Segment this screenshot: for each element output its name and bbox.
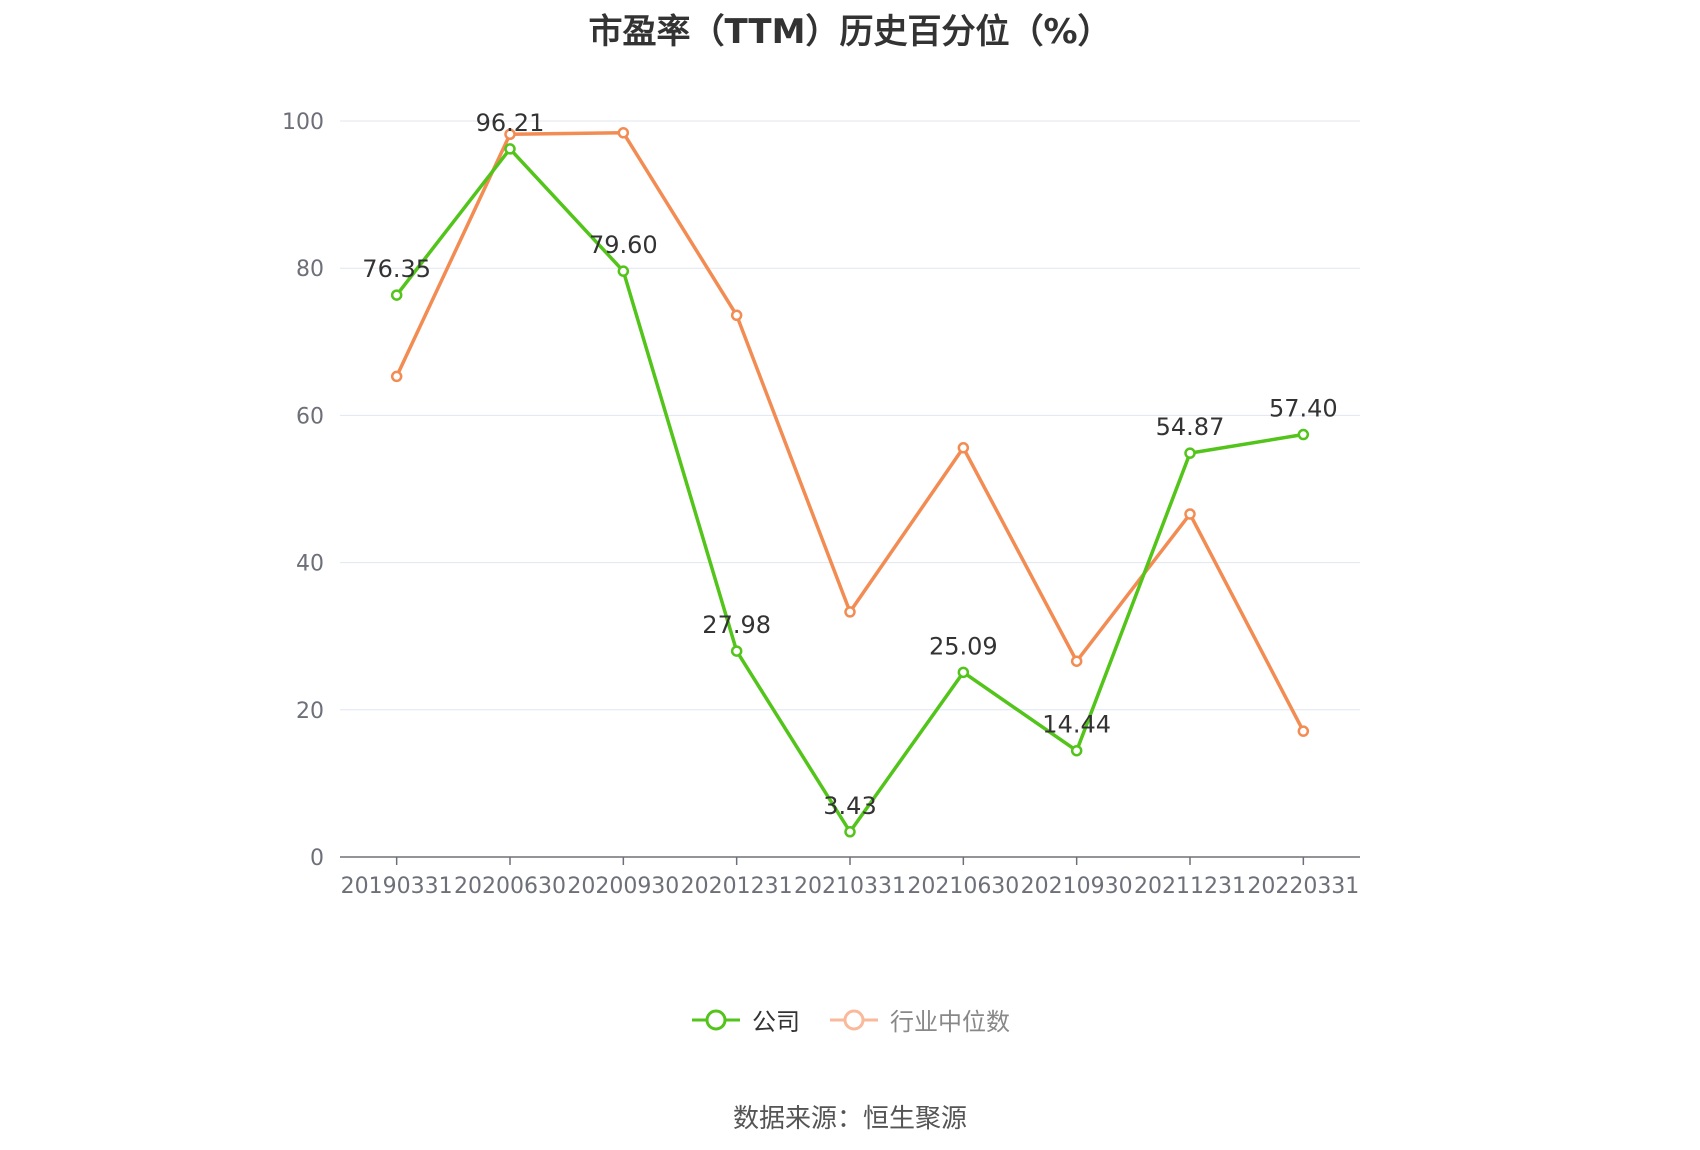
data-point-industry xyxy=(957,442,970,454)
x-tick-label: 20210331 xyxy=(794,874,906,899)
x-tick-label: 20220331 xyxy=(1247,874,1359,899)
x-tick-label: 20210930 xyxy=(1021,874,1133,899)
y-tick-label: 40 xyxy=(296,552,324,577)
legend-label-industry: 行业中位数 xyxy=(890,1008,1010,1036)
data-label: 25.09 xyxy=(929,632,998,660)
data-label: 96.21 xyxy=(476,109,545,137)
legend-marker-industry xyxy=(830,1009,878,1030)
data-point-company xyxy=(730,645,743,657)
series-line-company xyxy=(395,147,1304,834)
data-point-company xyxy=(617,265,630,277)
data-point-company xyxy=(390,289,403,301)
data-point-industry xyxy=(617,127,630,139)
data-point-industry xyxy=(1297,725,1310,737)
legend: 公司 行业中位数 xyxy=(0,1002,1700,1037)
data-label: 14.44 xyxy=(1042,711,1111,739)
x-tick-label: 20190331 xyxy=(341,874,453,899)
legend-marker-company xyxy=(692,1009,740,1030)
data-point-company xyxy=(1184,447,1196,459)
y-tick-label: 60 xyxy=(296,404,324,429)
data-point-industry xyxy=(1070,655,1083,667)
legend-item-industry[interactable]: 行业中位数 xyxy=(828,1002,1010,1037)
y-tick-label: 80 xyxy=(296,257,324,282)
x-tick-label: 20200630 xyxy=(454,874,566,899)
legend-label-company: 公司 xyxy=(752,1008,800,1036)
data-point-industry xyxy=(1184,508,1196,520)
data-label: 54.87 xyxy=(1156,413,1225,441)
data-source-note: 数据来源：恒生聚源 xyxy=(732,1104,967,1134)
x-tick-label: 20200930 xyxy=(567,874,679,899)
data-label: 3.43 xyxy=(823,792,876,820)
data-label: 27.98 xyxy=(702,611,771,639)
y-tick-label: 20 xyxy=(296,699,324,724)
data-point-company xyxy=(1070,744,1083,757)
legend-item-company[interactable]: 公司 xyxy=(690,1002,800,1037)
y-tick-label: 0 xyxy=(310,846,324,871)
data-point-company xyxy=(1297,428,1310,441)
data-point-company xyxy=(957,666,970,679)
x-tick-label: 20210630 xyxy=(907,874,1019,899)
line-chart: 0 20 40 60 80 100 20190331 20200630 20200930 2020… xyxy=(282,109,1360,899)
data-point-industry xyxy=(844,606,856,618)
data-label: 76.35 xyxy=(362,255,431,283)
data-point-company xyxy=(504,143,516,155)
x-tick-label: 20211231 xyxy=(1134,874,1246,899)
data-label: 79.60 xyxy=(589,231,658,259)
chart-title: 市盈率（TTM）历史百分位（%） xyxy=(588,12,1112,52)
data-label: 57.40 xyxy=(1269,395,1338,423)
data-point-company xyxy=(844,826,856,838)
data-point-industry xyxy=(730,309,743,322)
data-point-industry xyxy=(390,370,403,383)
y-tick-label: 100 xyxy=(282,110,324,135)
data-point-industry xyxy=(504,128,516,140)
x-tick-label: 20201231 xyxy=(681,874,793,899)
